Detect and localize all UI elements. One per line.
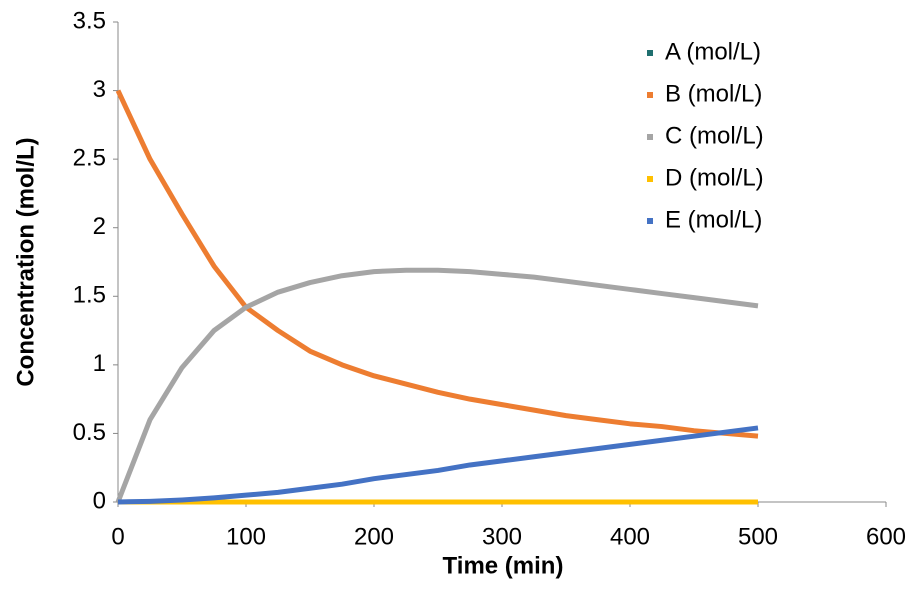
legend-marker <box>647 218 653 224</box>
x-tick-label: 500 <box>738 523 778 550</box>
legend-label: B (mol/L) <box>665 80 762 107</box>
y-tick-label: 1 <box>93 350 106 377</box>
legend-label: E (mol/L) <box>665 206 762 233</box>
legend-label: D (mol/L) <box>665 164 764 191</box>
y-tick-label: 3 <box>93 76 106 103</box>
legend-marker <box>647 92 653 98</box>
series-line <box>115 267 759 503</box>
x-axis-title: Time (min) <box>443 552 564 579</box>
y-tick-label: 0.5 <box>73 419 106 446</box>
x-tick-label: 400 <box>610 523 650 550</box>
x-tick-label: 300 <box>482 523 522 550</box>
legend-marker <box>647 176 653 182</box>
y-axis-title: Concentration (mol/L) <box>12 137 39 386</box>
y-tick-label: 1.5 <box>73 282 106 309</box>
y-tick-label: 0 <box>93 487 106 514</box>
legend-label: C (mol/L) <box>665 122 764 149</box>
y-tick-label: 3.5 <box>73 7 106 34</box>
legend-marker <box>647 134 653 140</box>
y-tick-label: 2.5 <box>73 144 106 171</box>
x-tick-label: 100 <box>226 523 266 550</box>
x-tick-label: 200 <box>354 523 394 550</box>
y-tick-label: 2 <box>93 213 106 240</box>
legend-marker <box>647 50 653 56</box>
series-line <box>117 425 759 505</box>
x-tick-label: 0 <box>111 523 124 550</box>
x-tick-label: 600 <box>866 523 906 550</box>
series-line <box>115 89 759 439</box>
legend-label: A (mol/L) <box>665 38 761 65</box>
